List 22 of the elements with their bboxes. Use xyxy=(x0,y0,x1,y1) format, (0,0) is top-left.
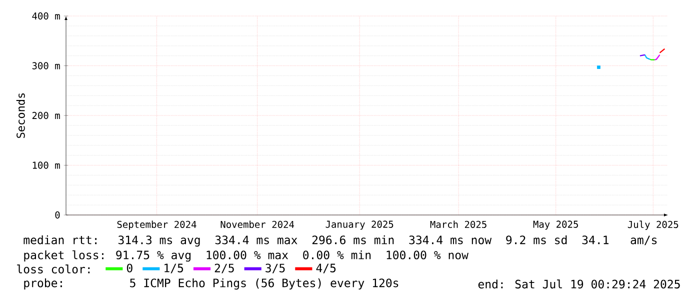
legend-title: loss color: xyxy=(17,264,90,274)
y-axis-title: Seconds xyxy=(16,93,25,138)
y-tick-label: 100 m xyxy=(32,162,60,169)
y-tick-label: 200 m xyxy=(32,112,60,120)
legend-label: 1/5 xyxy=(164,264,184,274)
y-tick-label: 400 m xyxy=(32,12,60,20)
text: packet loss: 91.75 % avg 100.00 % max 0.00 % min 100.00 % now xyxy=(24,250,468,262)
text: median rtt: 314.3 ms avg 334.4 ms max 296.6 ms min 334.4 ms now 9.2 ms sd 34.1 am/s xyxy=(24,235,657,247)
legend-label: 4/5 xyxy=(316,264,336,274)
legend-label: 0 xyxy=(126,264,132,272)
x-tick-label: March 2025 xyxy=(430,220,486,228)
x-tick-label: July 2025 xyxy=(628,220,678,230)
x-tick-label: May 2025 xyxy=(533,220,578,230)
legend-label: 3/5 xyxy=(266,264,285,274)
text: probe: 5 ICMP Echo Pings (56 Bytes) every 120s xyxy=(24,278,398,290)
y-tick-label: 300 m xyxy=(32,62,60,70)
y-tick-label: 0 xyxy=(55,211,60,219)
x-tick-label: September 2024 xyxy=(117,220,196,230)
legend-label: 2/5 xyxy=(214,264,234,274)
text: end: Sat Jul 19 00:29:24 2025 xyxy=(478,280,680,288)
x-tick-label: January 2025 xyxy=(326,220,394,230)
x-tick-label: November 2024 xyxy=(220,220,294,228)
